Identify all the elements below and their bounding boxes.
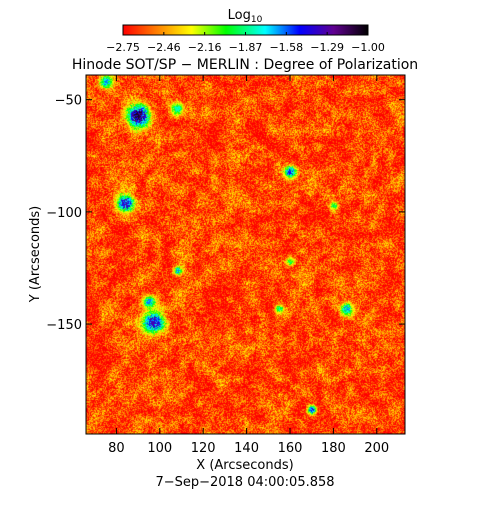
x-tick-label: 160: [278, 441, 303, 456]
x-axis-label: X (Arcseconds): [196, 458, 293, 473]
y-tick-label: −150: [46, 318, 82, 333]
colorbar-tick-label: −2.75: [106, 41, 140, 54]
colorbar-tick-label: −1.87: [229, 41, 263, 54]
heatmap-image: [86, 75, 405, 434]
colorbar-tick-label: −1.00: [351, 41, 385, 54]
plot-frame: [85, 74, 406, 435]
heatmap-plot-area: [85, 74, 406, 435]
x-axis: 80 100 120 140 160 180 200: [108, 75, 389, 456]
y-axis-label: Y (Arcseconds): [28, 206, 43, 303]
y-tick-label: −50: [55, 94, 82, 109]
x-tick-label: 80: [108, 441, 125, 456]
x-tick-label: 100: [147, 441, 172, 456]
chart-title: Hinode SOT/SP − MERLIN : Degree of Polar…: [72, 57, 418, 73]
y-axis: −50 −100 −150: [46, 94, 405, 333]
x-tick-label: 120: [191, 441, 216, 456]
x-tick-label: 180: [321, 441, 346, 456]
x-tick-label: 140: [234, 441, 259, 456]
colorbar-ticks: −2.75 −2.46 −2.16 −1.87 −1.58 −1.29 −1.00: [106, 32, 385, 54]
x-tick-label: 200: [364, 441, 389, 456]
colorbar-tick-label: −2.46: [147, 41, 181, 54]
date-label: 7−Sep−2018 04:00:05.858: [155, 475, 334, 490]
y-tick-label: −100: [46, 206, 82, 221]
colorbar-tick-label: −1.29: [310, 41, 344, 54]
colorbar-label: Log10: [228, 8, 263, 25]
colorbar-tick-label: −2.16: [188, 41, 222, 54]
colorbar-tick-label: −1.58: [269, 41, 303, 54]
